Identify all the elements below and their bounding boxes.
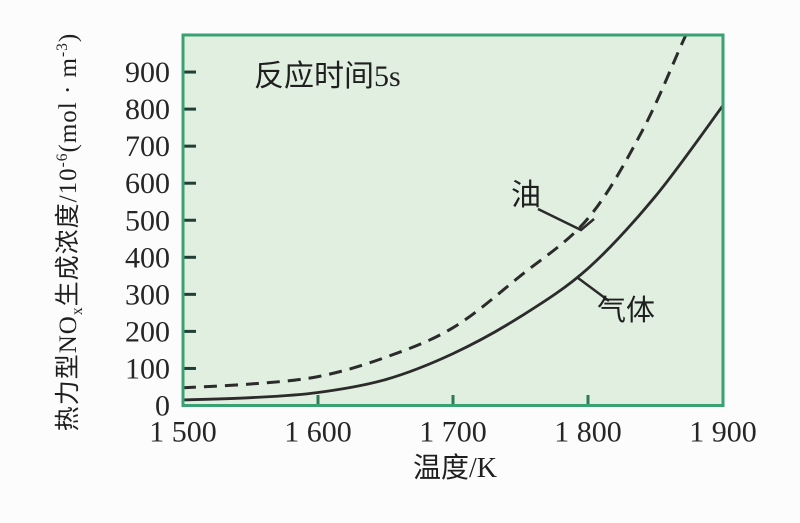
gas-series-label: 气体	[597, 295, 656, 327]
y-axis-title: 热力型NOx生成浓度/10-6(mol · m-3)	[54, 32, 87, 432]
y-tick-label: 0	[155, 390, 170, 423]
x-tick-label: 1 800	[554, 416, 622, 449]
y-tick-label: 700	[125, 130, 170, 163]
y-axis-title-text: 热力型NOx生成浓度/10-6(mol · m-3)	[54, 32, 87, 432]
plot-background	[183, 35, 723, 406]
plot-curves	[183, 35, 723, 402]
plot-frame	[181, 33, 725, 407]
plot-area: 0 100 200 300 400 500 600 700 800 900 1 500 1 600 1 …	[125, 35, 757, 449]
y-tick-label: 200	[125, 315, 170, 348]
annotation-reaction-time: 反应时间5s	[254, 60, 401, 93]
plot-border	[181, 33, 725, 407]
gas-label-leader-line	[577, 276, 610, 303]
y-tick-label: 400	[125, 241, 170, 274]
x-axis-title: 温度/K	[412, 453, 498, 484]
y-tick-label: 300	[125, 278, 170, 311]
oil-series-label: 油	[511, 179, 541, 212]
x-tick-label: 1 700	[419, 416, 487, 449]
gas-curve-solid	[183, 104, 723, 402]
y-tick-label: 800	[125, 93, 170, 126]
oil-curve-dashed	[183, 35, 688, 390]
x-tick-label: 1 600	[284, 416, 352, 449]
y-tick-label: 100	[125, 352, 170, 385]
y-tick-label: 500	[125, 204, 170, 237]
oil-label-leader-line	[537, 207, 595, 232]
x-tick-label: 1 500	[149, 416, 217, 449]
x-tick-label: 1 900	[689, 416, 757, 449]
y-tick-label: 900	[125, 56, 170, 89]
y-tick-label: 600	[125, 167, 170, 200]
